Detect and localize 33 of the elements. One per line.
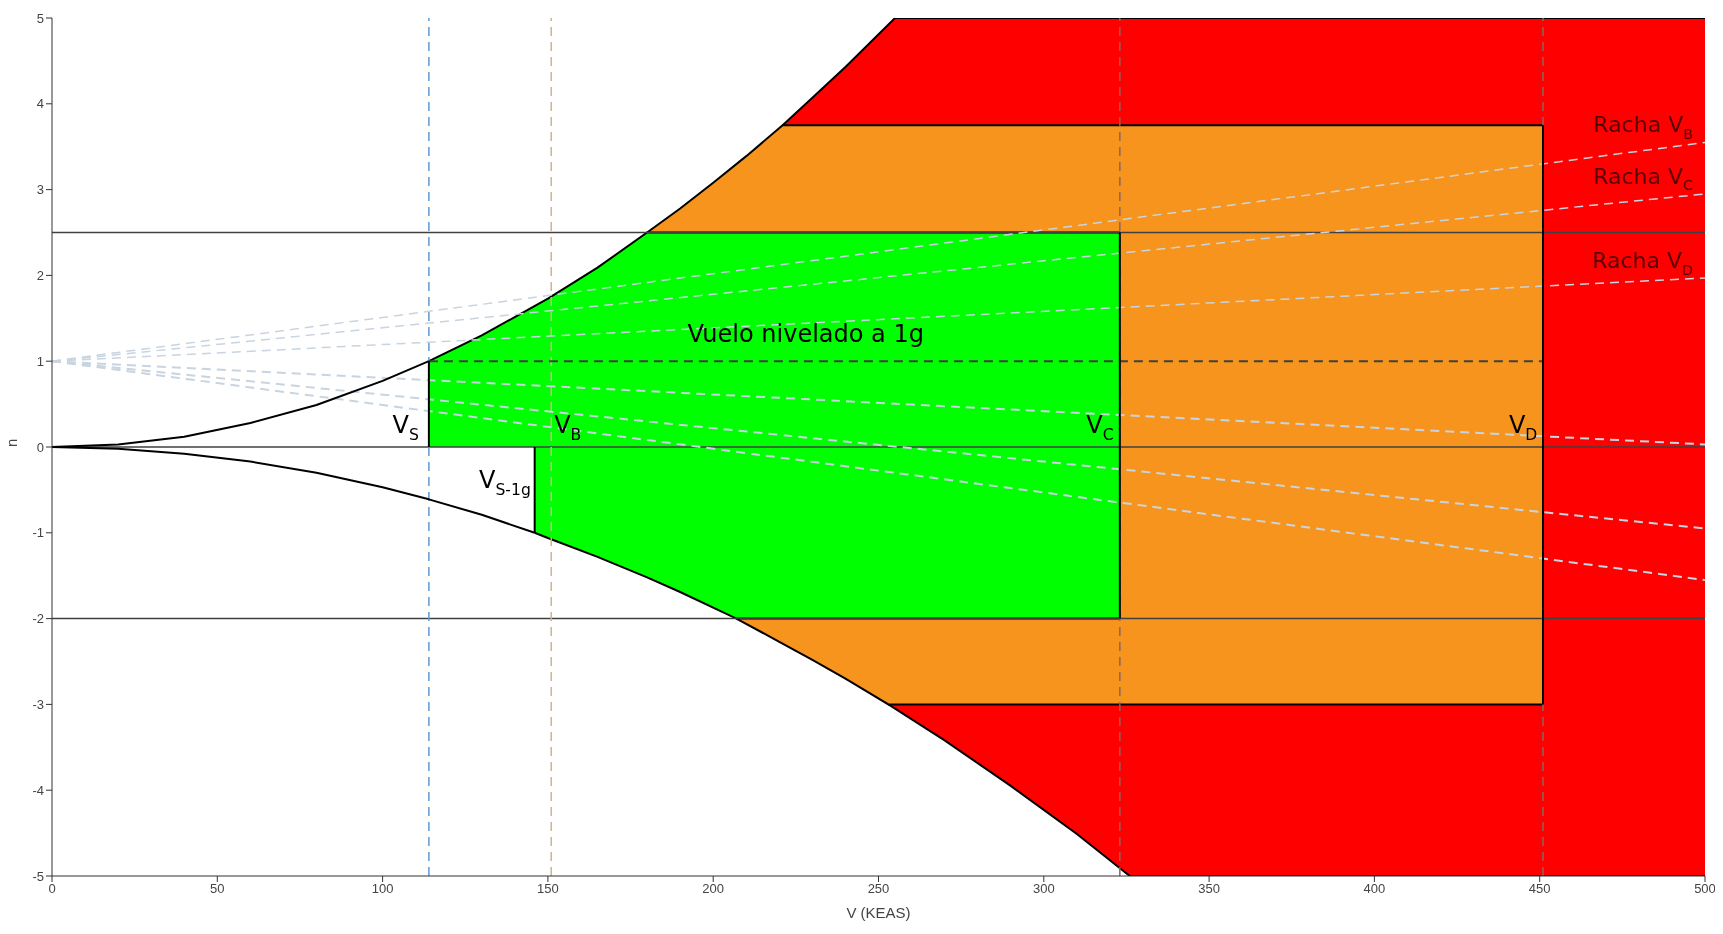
annotation: V$_{D}$	[1508, 411, 1538, 445]
y-tick-label: 4	[36, 96, 44, 112]
y-axis-title: n	[3, 438, 21, 447]
x-tick-label: 50	[210, 881, 225, 897]
x-tick-label: 500	[1694, 881, 1716, 897]
x-tick-label: 100	[371, 881, 394, 897]
series-label: Racha V$_{D}$	[1592, 247, 1693, 278]
annotation: V$_{C}$	[1086, 411, 1114, 445]
x-tick-label: 400	[1363, 881, 1386, 897]
y-tick-label: -2	[32, 611, 44, 627]
y-tick-label: 0	[36, 439, 44, 455]
y-tick-label: -4	[32, 782, 44, 798]
series-label: Racha V$_{B}$	[1593, 112, 1693, 143]
y-tick-label: 2	[36, 268, 44, 284]
x-tick-label: 0	[48, 881, 56, 897]
x-tick-label: 250	[867, 881, 890, 897]
annotation: V$_{B}$	[554, 411, 582, 445]
y-tick-label: -5	[32, 868, 44, 884]
annotation: Vuelo nivelado a 1g	[687, 320, 924, 349]
y-tick-label: 5	[36, 10, 44, 26]
x-tick-label: 300	[1032, 881, 1055, 897]
x-tick-label: 150	[537, 881, 559, 897]
y-tick-label: -3	[32, 697, 44, 713]
x-tick-label: 450	[1528, 881, 1551, 897]
annotation: V$_{S}$	[392, 411, 419, 445]
x-tick-label: 350	[1198, 881, 1220, 897]
y-tick-label: 1	[36, 353, 44, 369]
x-tick-label: 200	[702, 881, 725, 897]
x-axis-title: V (KEAS)	[846, 904, 911, 921]
annotation: V$_{S-1g}$	[479, 466, 531, 500]
series-label: Racha V$_{C}$	[1593, 163, 1694, 194]
y-tick-label: 3	[36, 182, 44, 198]
y-tick-label: -1	[32, 525, 44, 541]
